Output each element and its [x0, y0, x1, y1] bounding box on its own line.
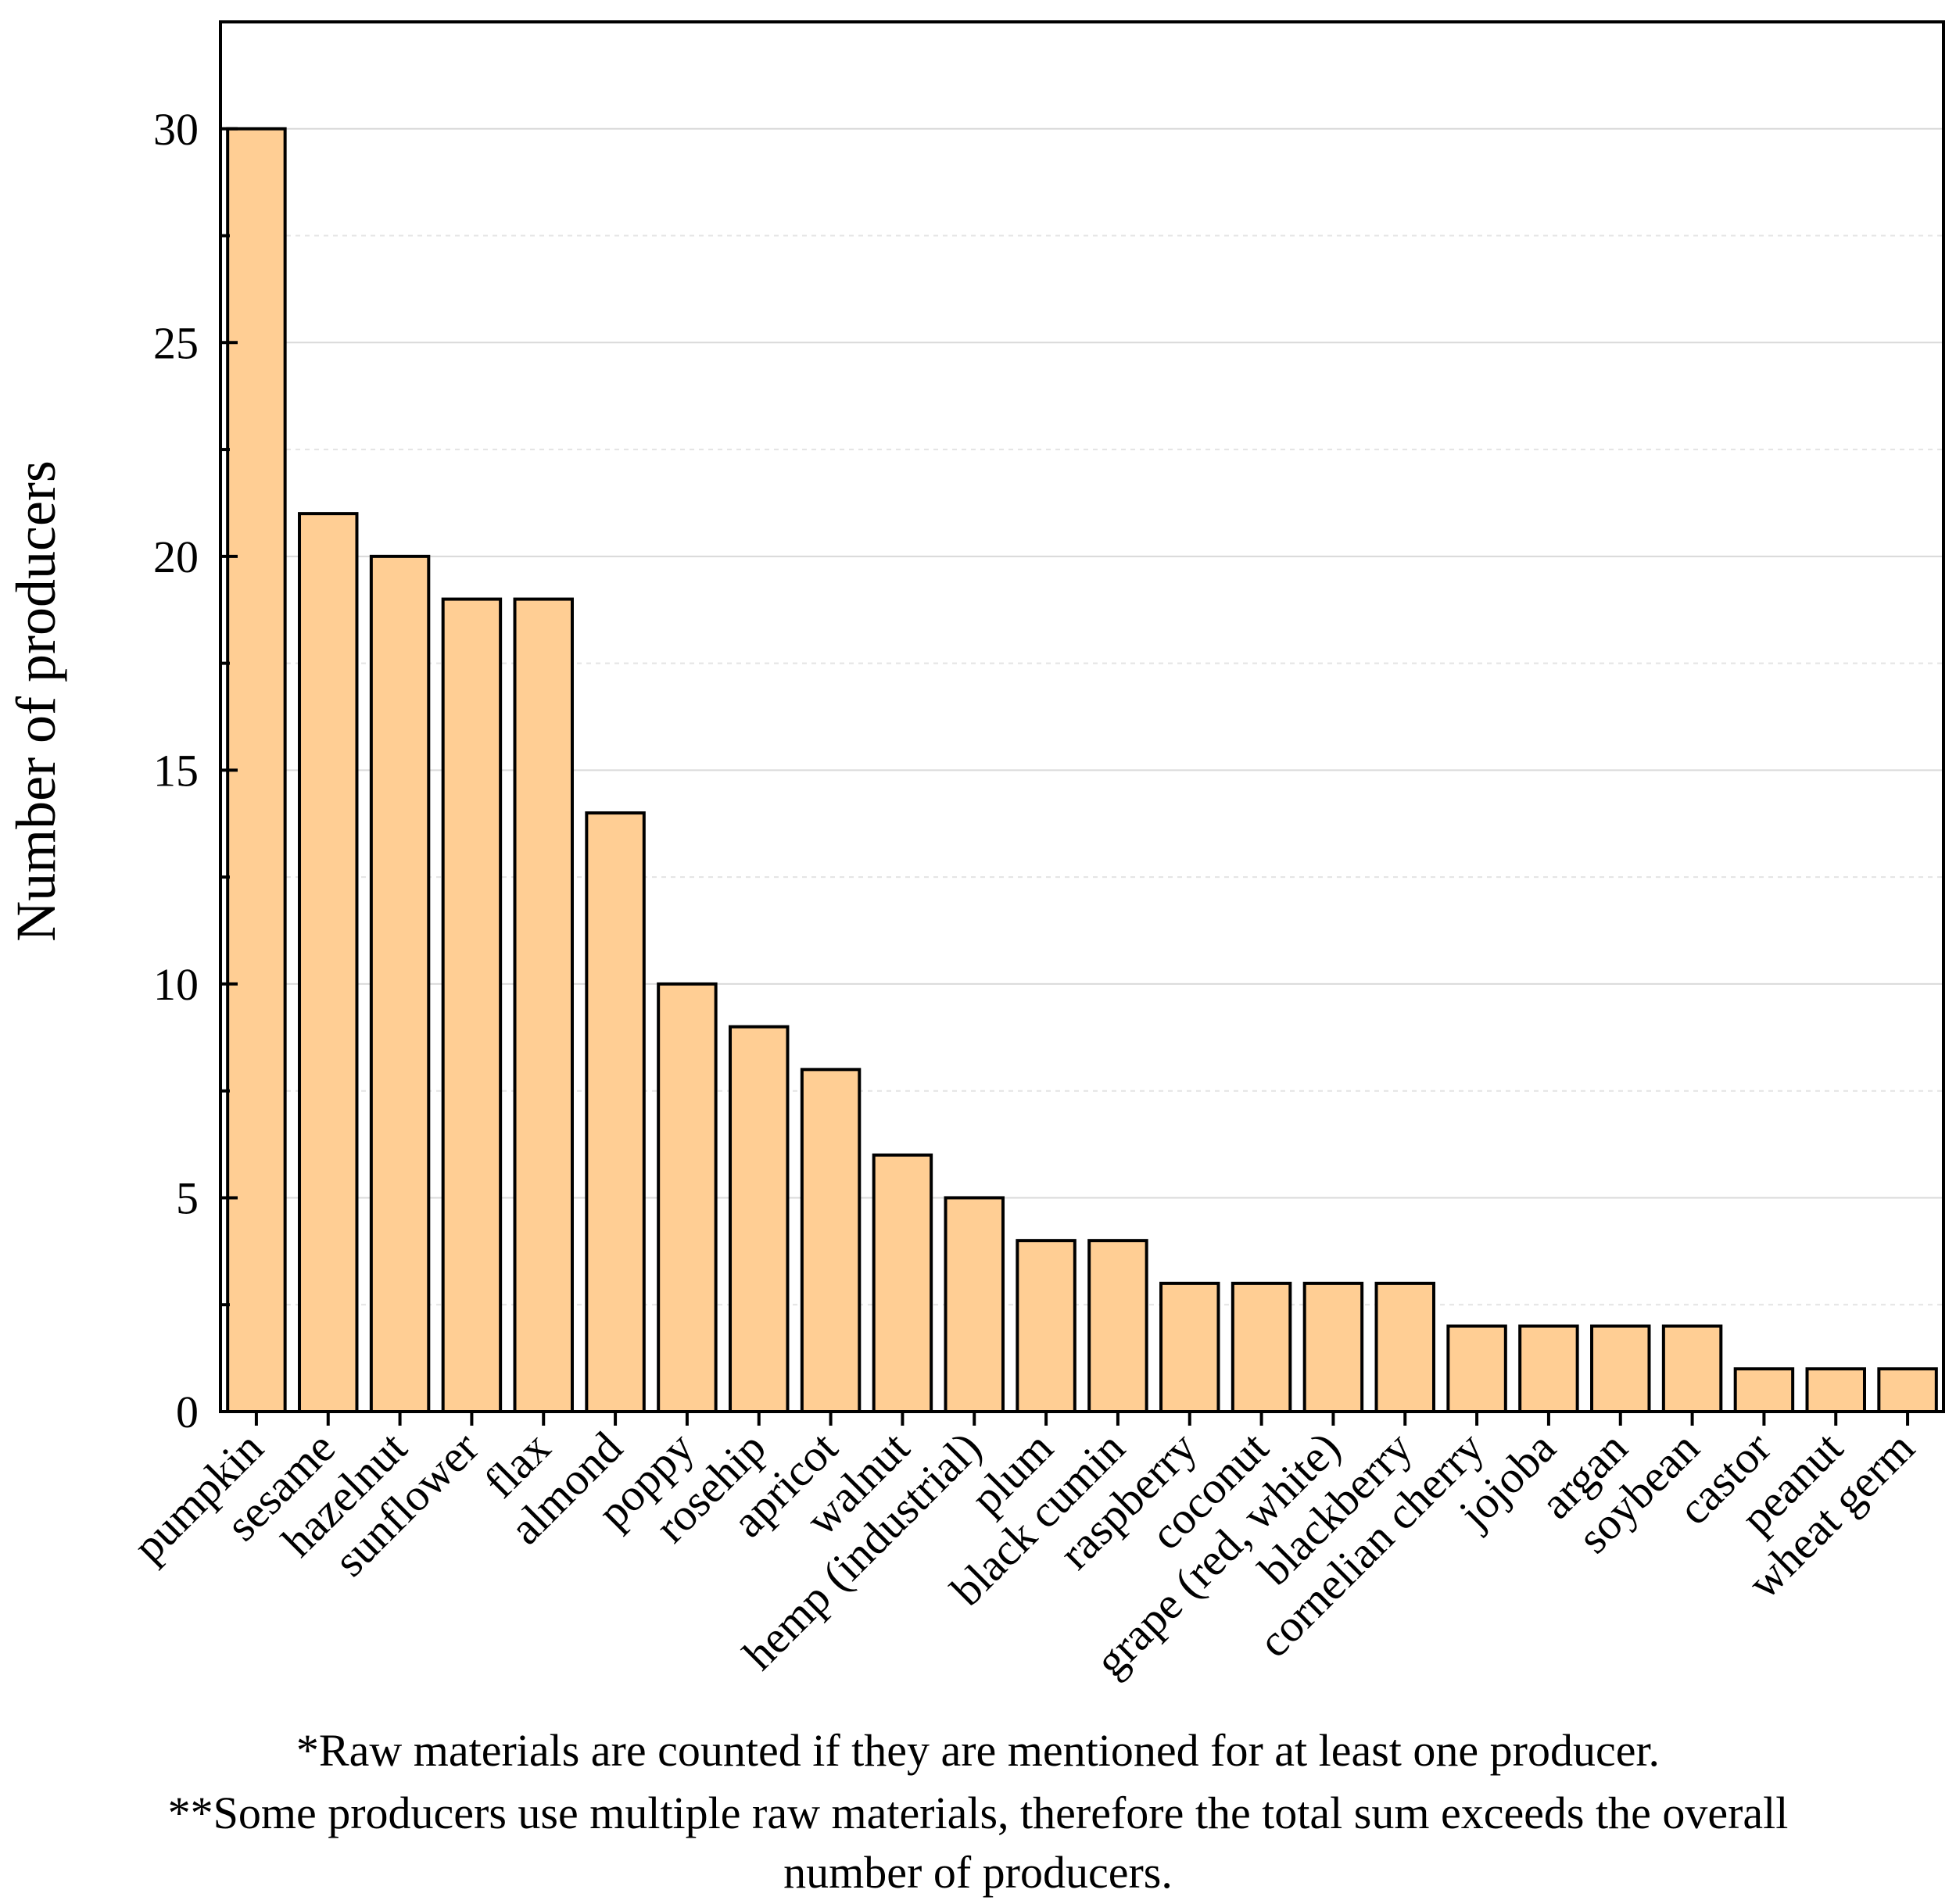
bar-sunflower [441, 597, 503, 1413]
bars [226, 127, 1938, 1414]
bar-plum [1016, 1239, 1077, 1413]
bar-rosehip [729, 1025, 790, 1413]
gridlines [220, 127, 1943, 1306]
footnote-1: *Raw materials are counted if they are m… [296, 1725, 1660, 1776]
bar-cornelian-cherry [1446, 1324, 1507, 1413]
bar-wheat-germ [1877, 1367, 1938, 1414]
x-axis-ticks: pumpkinsesamehazelnutsunflowerflaxalmond… [123, 1412, 1924, 1687]
bar-castor [1733, 1367, 1795, 1414]
bar-grape-red-white [1302, 1281, 1364, 1414]
bar-poppy [657, 982, 718, 1413]
y-tick-label: 20 [153, 531, 199, 582]
bar-blackberry [1374, 1281, 1435, 1414]
y-tick-label: 10 [153, 959, 199, 1010]
bar-peanut [1805, 1367, 1866, 1414]
y-axis-ticks: 0 5 10 15 20 25 30 [153, 104, 238, 1437]
bar-flax [513, 597, 574, 1413]
bar-soybean [1661, 1324, 1723, 1413]
footnote-2: **Some producers use multiple raw materi… [167, 1788, 1789, 1838]
y-tick-label: 25 [153, 317, 199, 368]
y-axis-label: Number of producers [5, 460, 67, 942]
bar-hemp-industrial [944, 1196, 1005, 1413]
bar-jojoba [1518, 1324, 1579, 1413]
bar-walnut [872, 1153, 933, 1414]
bar-apricot [800, 1068, 862, 1414]
y-tick-label: 0 [176, 1387, 199, 1437]
bar-coconut [1231, 1281, 1292, 1414]
bar-black-cumin [1087, 1239, 1148, 1413]
bar-raspberry [1159, 1281, 1220, 1414]
bar-almond [585, 811, 646, 1413]
y-tick-label: 15 [153, 745, 199, 796]
plot-frame [219, 20, 1945, 1413]
footnote-3: number of producers. [783, 1847, 1173, 1898]
bar-argan [1590, 1324, 1651, 1413]
bar-sesame [298, 512, 359, 1414]
y-tick-label: 5 [176, 1172, 199, 1223]
bar-hazelnut [369, 554, 431, 1413]
y-tick-label: 30 [153, 104, 199, 155]
